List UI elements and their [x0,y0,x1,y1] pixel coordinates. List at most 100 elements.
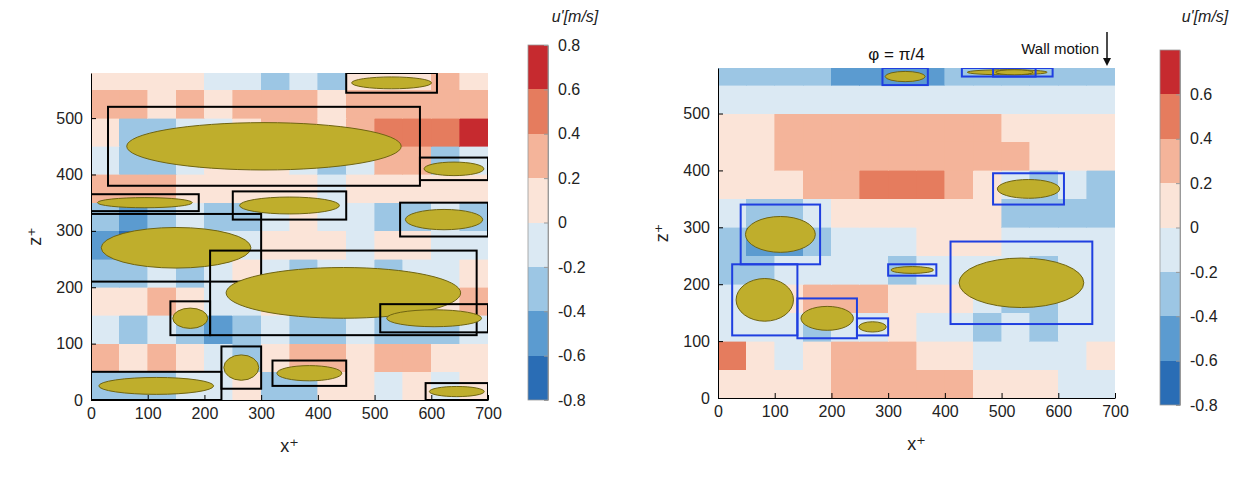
heatmap-cell [119,287,147,315]
tick-label: 300 [875,403,902,420]
heatmap-cell [860,256,888,284]
box [233,191,346,219]
heatmap-cell [860,341,888,369]
heatmap-cell [403,118,431,146]
tick: 100 [56,335,96,352]
heatmap-cell [91,73,119,90]
heatmap-cell [831,227,859,255]
heatmap-cell [945,114,973,142]
heatmap-cell [803,114,831,142]
heatmap-cell [431,90,459,118]
box [108,107,420,186]
axis-line [719,398,1116,399]
heatmap-cell [888,370,916,398]
heatmap-cell [945,170,973,198]
x-axis-title: x⁺ [280,436,299,456]
heatmap-cell [318,315,346,343]
heatmap-cell [746,170,774,198]
heatmap-cell [204,73,232,90]
box [91,214,261,282]
panel: 01002003004005006007000100200300400500x⁺… [25,8,599,456]
heatmap-cell [346,344,374,372]
heatmap-cell [746,68,774,85]
box [993,68,1036,77]
heatmap-cell [318,90,346,118]
heatmap-cell [1058,370,1086,398]
heatmap-cell [775,370,803,398]
tick: 500 [56,110,96,127]
heatmap-cell [831,114,859,142]
heatmap-cell [290,315,318,343]
axis-line [92,400,489,401]
colorbar-swatch [528,223,548,267]
tick: 200 [683,276,723,293]
heatmap-cell [888,142,916,170]
heatmap-cell [1087,114,1115,142]
colorbar-title: u'[m/s] [552,8,599,25]
box [420,158,488,181]
heatmap-cell [261,90,289,118]
heatmap-cell [1087,256,1115,284]
heatmap-cell [718,370,746,398]
tick: 0.6 [1176,86,1212,103]
heatmap-cell [91,118,119,146]
box [400,203,488,237]
heatmap-cell [973,199,1001,227]
tick: 100 [135,395,162,422]
tick-mark [831,393,832,398]
heatmap-cell [1087,341,1115,369]
tick-mark [91,118,96,119]
heatmap-cell [318,174,346,202]
colorbar-axis: 0.60.40.20-0.2-0.4-0.6-0.8 [1176,51,1218,414]
plot-area [91,73,488,400]
heatmap-cell [718,170,746,198]
structure [745,217,815,253]
tick: 400 [683,162,723,179]
y-axis-title: z⁺ [25,227,45,246]
tick: 300 [56,222,96,239]
heatmap-cell [290,90,318,118]
tick-label: -0.6 [558,347,586,364]
heatmap-cell [375,90,403,118]
colorbar-swatch [1160,183,1180,227]
heatmap-cell [91,315,119,343]
heatmap-cell [860,370,888,398]
tick: 500 [362,395,389,422]
heatmap-cell [1087,170,1115,198]
box [272,361,346,386]
colorbar-swatch [1160,139,1180,183]
heatmap-cell [91,146,119,174]
tick-mark [718,284,723,285]
tick: 400 [305,395,332,422]
heatmap-cell [775,68,803,85]
heatmap-cell [973,170,1001,198]
heatmap-cell [403,90,431,118]
tick-label: 100 [135,405,162,422]
tick-mark [1176,361,1180,362]
heatmap-cell [375,231,403,259]
heatmap-cell [917,227,945,255]
heatmap-cell [1002,370,1030,398]
heatmap-cell [973,85,1001,113]
tick: 500 [989,393,1016,420]
tick-mark [718,170,723,171]
heatmap-cell [831,142,859,170]
tick: 400 [932,393,959,420]
tick-mark [261,395,262,400]
heatmap-cell [945,199,973,227]
tick-mark [1058,393,1059,398]
heatmap-cell [346,90,374,118]
heatmap-cell [318,231,346,259]
tick-mark [718,341,723,342]
tick-mark [544,45,548,46]
heatmap-cell [888,313,916,341]
heatmap-cell [917,370,945,398]
heatmap-cell [775,170,803,198]
heatmap-cell [917,341,945,369]
heatmap-cell [831,370,859,398]
tick-mark [1176,183,1180,184]
tick-label: 500 [56,110,83,127]
tick-label: 200 [683,276,710,293]
heatmap-cell [1030,85,1058,113]
x-axis: 0100200300400500600700 [714,393,1129,420]
